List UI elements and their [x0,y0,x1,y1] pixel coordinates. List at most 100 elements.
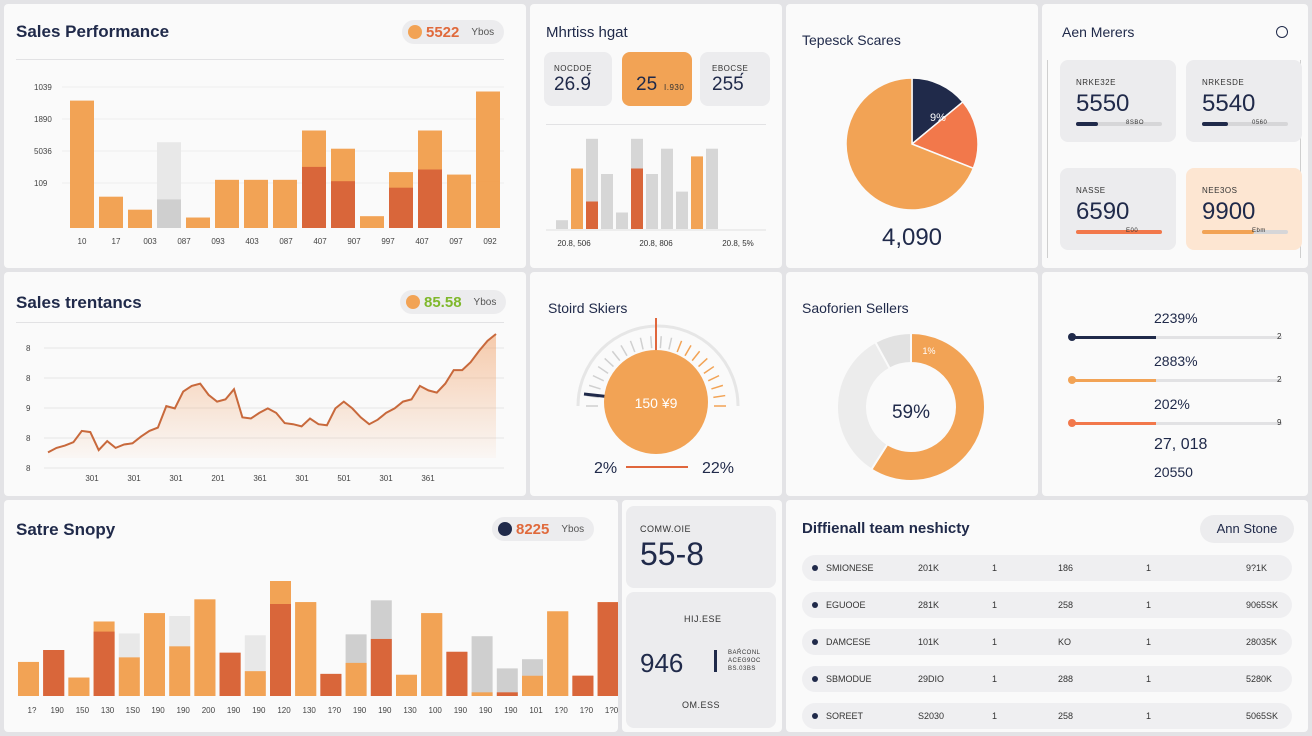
ss-x-tick: 200 [202,706,216,715]
hand-icon [408,25,422,39]
st-x-tick: 501 [337,474,351,483]
mb-bar [691,156,703,229]
ss-x-tick: 1? [28,706,37,715]
metric-tile-2[interactable]: 25 I.930 [622,52,692,106]
mb-bar-gray [661,148,673,229]
scores-title: Tepesck Scares [802,32,901,48]
metric-tile-3[interactable]: EBOCSE 255́ [700,52,770,106]
aen-tile-bar-fill [1076,122,1098,126]
sp-x-tick: 10 [78,237,87,246]
donut-title: Saoforien Sellers [802,300,909,316]
aen-metric-tile[interactable]: NASSE 6590 E00 [1060,168,1176,250]
team-row[interactable]: SMIONESE 201K 1 186 1 9?1K [802,555,1292,581]
gauge-center [604,350,708,454]
ss-x-tick: 100 [429,706,443,715]
metric-tile-value: 25 [636,74,658,95]
gauge-tick [707,374,720,382]
team-cell-c4: 1 [1146,600,1152,610]
st-y-tick: 9 [26,404,31,413]
sp-y-tick: 5036 [34,147,52,156]
pie-slice [845,77,975,211]
progress-label: 2239% [1154,310,1198,326]
progress-fill [1072,422,1156,425]
team-cell-c3: 258 [1058,600,1074,610]
team-cell-c3: 288 [1058,674,1074,684]
gauge-card: Stoird Skiers 150 ¥9 2% 22% [530,272,782,496]
ss-bar-top [496,668,518,696]
hand-icon [406,295,420,309]
sp-bar [389,187,413,228]
team-cell-name: SOREET [826,711,864,721]
team-row[interactable]: SOREET S2030 1 258 1 5065SK [802,703,1292,729]
progress-knob[interactable] [1068,333,1076,341]
settings-circle-icon[interactable] [1276,26,1288,38]
donut-slice [873,331,912,370]
sales-trend-badge[interactable]: 85.58 Ybos [400,290,507,314]
stat-top-tile[interactable]: COMW.OIE 55-8 [626,506,776,588]
ss-x-tick: 1?0 [605,706,618,715]
sales-performance-badge[interactable]: 5522 Ybos [402,20,505,44]
aen-metric-tile[interactable]: NEE3OS 9900 Ebm [1186,168,1302,250]
team-activity-title: Diffienall team neshicty [802,520,970,537]
team-cell-c1: 29DIO [918,674,945,684]
mb-bar-gray [556,220,568,229]
progress-track[interactable] [1072,379,1282,382]
gauge-tick [711,384,724,390]
donut-chart: 1% 59% [836,331,986,482]
gauge-tick [592,374,605,382]
stat-bottom-label: OM.ESS [682,700,721,710]
gauge-tick [588,384,601,390]
stat-box-card: COMW.OIE 55-8 HIJ.ESE 946 BAŔCONL ACEG9… [622,500,782,732]
ss-bar [244,671,266,696]
progress-knob[interactable] [1068,419,1076,427]
team-row[interactable]: EGUOOE 281K 1 258 1 9065SK [802,592,1292,618]
sales-performance-chart: 1039 1890 5036 109 10 17 003 087 093 403 087 407 90… [34,83,504,246]
sp-bar [157,199,181,228]
aen-metric-tile[interactable]: NRKE32E 5550 8SBO [1060,60,1176,142]
ss-x-tick: 190 [227,706,241,715]
ss-bar [144,613,165,696]
sales-supply-badge[interactable]: 8225 Ybos [492,517,595,541]
sales-trend-title: Sales trentancs [16,293,142,312]
st-x-tick: 301 [379,474,393,483]
st-x-tick: 301 [295,474,309,483]
ss-x-tick: 101 [529,706,543,715]
row-bullet-icon [812,713,818,719]
sp-bar [186,217,210,228]
aen-tile-value: 5550 [1076,90,1130,117]
st-y-tick: 8 [26,464,31,473]
aen-tile-bar-track [1202,230,1288,234]
ss-x-tick: 130 [101,706,115,715]
team-cell-c2: 1 [992,600,998,610]
scores-card: Tepesck Scares 9% 4,090 [786,4,1038,268]
ss-bar [43,650,65,696]
donut-slice [836,340,892,471]
ss-x-tick: 130 [303,706,317,715]
team-cell-name: SBMODUE [826,674,872,684]
aen-metric-tile[interactable]: NRKESDE 5540 0560 [1186,60,1302,142]
trend-area [48,334,496,458]
stat-bottom-tile[interactable]: HIJ.ESE 946 BAŔCONL ACEG9OC BS.03BS OM.… [626,592,776,728]
aen-tile-sub: Ebm [1252,228,1266,234]
ss-bar [446,651,468,696]
team-row[interactable]: DAMCESE 101K 1 KO 1 28035K [802,629,1292,655]
progress-track[interactable] [1072,422,1282,425]
ss-x-tick: 190 [151,706,165,715]
ss-bar [547,611,569,696]
progress-track[interactable] [1072,336,1282,339]
metric-tile-1[interactable]: NOCDOE 26.9́ [544,52,612,106]
team-row[interactable]: SBMODUE 29DIO 1 288 1 5280K [802,666,1292,692]
sales-performance-title: Sales Performance [16,22,170,41]
mb-bar-gray [706,148,718,229]
progress-knob[interactable] [1068,376,1076,384]
sp-bar [70,124,94,228]
aen-metrics-card: Aen Merers NRKE32E 5550 8SBO NRKESDE 5540 056… [1042,4,1308,268]
aen-tile-label: NASSE [1076,186,1106,195]
gauge-tick [629,340,636,353]
ann-stone-button[interactable]: Ann Stone [1200,515,1294,543]
st-y-tick: 8 [26,344,31,353]
ss-x-tick: 150 [76,706,90,715]
badge-value: 5522 [426,23,460,41]
donut-card: Saoforien Sellers 1% 59% [786,272,1038,496]
aen-tile-bar-fill [1202,230,1254,234]
